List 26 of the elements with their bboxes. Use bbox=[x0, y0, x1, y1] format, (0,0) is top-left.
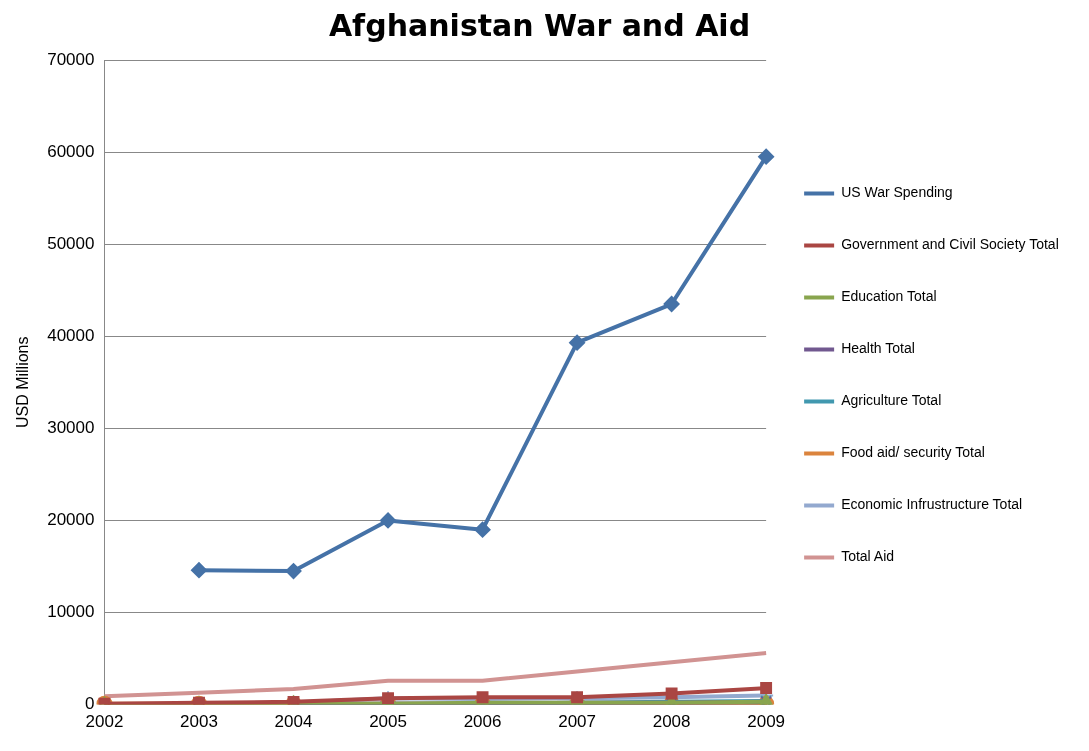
legend-label: US War Spending bbox=[841, 184, 953, 201]
y-tick-label: 0 bbox=[85, 694, 95, 714]
legend-label: Education Total bbox=[841, 288, 937, 305]
legend-label: Agriculture Total bbox=[841, 392, 942, 409]
y-tick-label: 40000 bbox=[47, 325, 95, 345]
y-tick-label: 20000 bbox=[47, 510, 95, 530]
legend-label: Health Total bbox=[841, 340, 915, 357]
y-tick-label: 50000 bbox=[47, 233, 95, 253]
x-tick-label: 2006 bbox=[463, 712, 502, 732]
x-tick-label: 2007 bbox=[558, 712, 596, 732]
legend-label: Economic Infrustructure Total bbox=[841, 496, 1023, 513]
legend-label: Food aid/ security Total bbox=[841, 444, 985, 461]
x-tick-label: 2008 bbox=[652, 712, 691, 732]
x-tick-label: 2009 bbox=[747, 712, 786, 732]
y-tick-label: 60000 bbox=[47, 141, 95, 161]
x-tick-label: 2004 bbox=[274, 712, 313, 732]
y-tick-label: 70000 bbox=[47, 49, 95, 69]
y-tick-label: 30000 bbox=[47, 418, 95, 438]
x-tick-label: 2002 bbox=[85, 712, 124, 732]
x-tick-label: 2005 bbox=[369, 712, 407, 732]
y-axis-title: USD Millions bbox=[14, 336, 32, 429]
y-tick-label: 10000 bbox=[47, 602, 95, 622]
chart-title: Afghanistan War and Aid bbox=[328, 7, 751, 43]
x-tick-label: 2003 bbox=[180, 712, 218, 732]
legend-label: Government and Civil Society Total bbox=[841, 236, 1059, 253]
legend-label: Total Aid bbox=[841, 548, 895, 565]
